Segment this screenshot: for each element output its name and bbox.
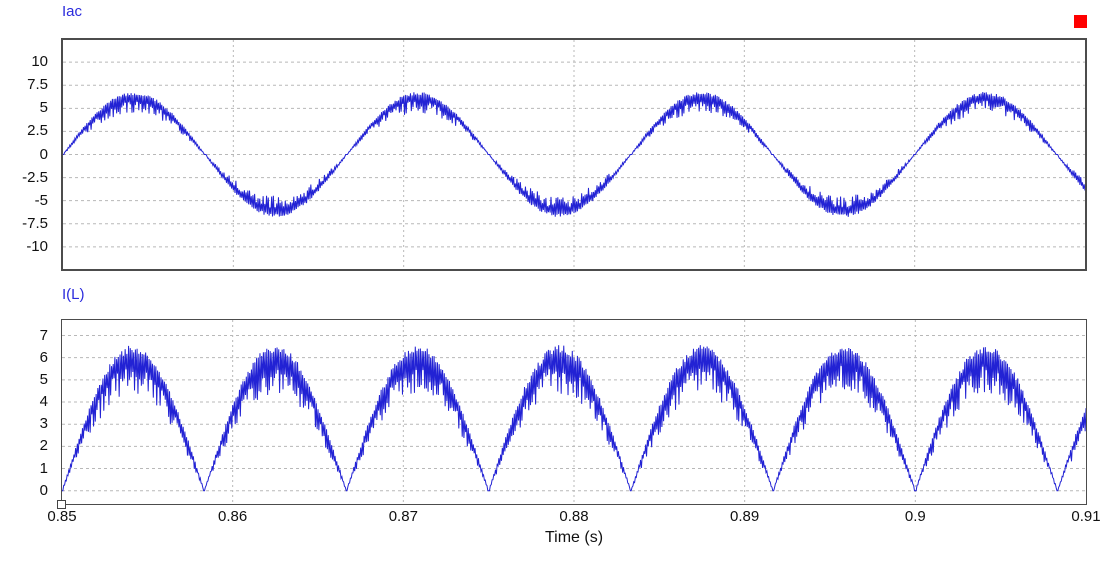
resize-handle[interactable]	[57, 500, 66, 509]
plot-iac[interactable]	[61, 38, 1087, 271]
y-tick-label: -2.5	[22, 168, 48, 186]
y-tick-label: 1	[39, 459, 48, 477]
y-tick-label: 7.5	[27, 76, 48, 94]
x-tick-label: 0.9	[904, 508, 926, 525]
plot-il-canvas[interactable]	[62, 320, 1086, 504]
plot-il[interactable]	[61, 319, 1087, 505]
waveform-trace[interactable]	[62, 345, 1086, 492]
y-tick-label: -5	[34, 191, 48, 209]
plot-title-iac: Iac	[62, 3, 83, 20]
y-tick-label: -10	[26, 237, 48, 255]
plot-title-il: I(L)	[62, 286, 85, 303]
y-tick-label: 5	[39, 370, 48, 388]
y-tick-label: 5	[39, 99, 48, 117]
x-tick-label: 0.88	[559, 508, 589, 525]
plot-iac-canvas[interactable]	[63, 40, 1085, 269]
y-tick-label: 6	[39, 348, 48, 366]
y-tick-label: 2.5	[27, 122, 48, 140]
y-tick-label: 2	[39, 437, 48, 455]
x-tick-label: 0.87	[388, 508, 418, 525]
record-indicator-icon	[1074, 15, 1087, 28]
waveform-trace[interactable]	[63, 91, 1085, 217]
y-tick-label: 0	[39, 145, 48, 163]
y-tick-label: 0	[39, 481, 48, 499]
x-tick-label: 0.91	[1071, 508, 1101, 525]
x-tick-label: 0.86	[218, 508, 248, 525]
time-axis-label: Time (s)	[544, 529, 604, 546]
y-tick-label: 10	[31, 53, 48, 71]
y-tick-label: 3	[39, 415, 48, 433]
x-tick-label: 0.89	[730, 508, 760, 525]
y-tick-label: 7	[39, 326, 48, 344]
x-tick-label: 0.85	[47, 508, 77, 525]
y-tick-label: -7.5	[22, 214, 48, 232]
y-tick-label: 4	[39, 393, 48, 411]
